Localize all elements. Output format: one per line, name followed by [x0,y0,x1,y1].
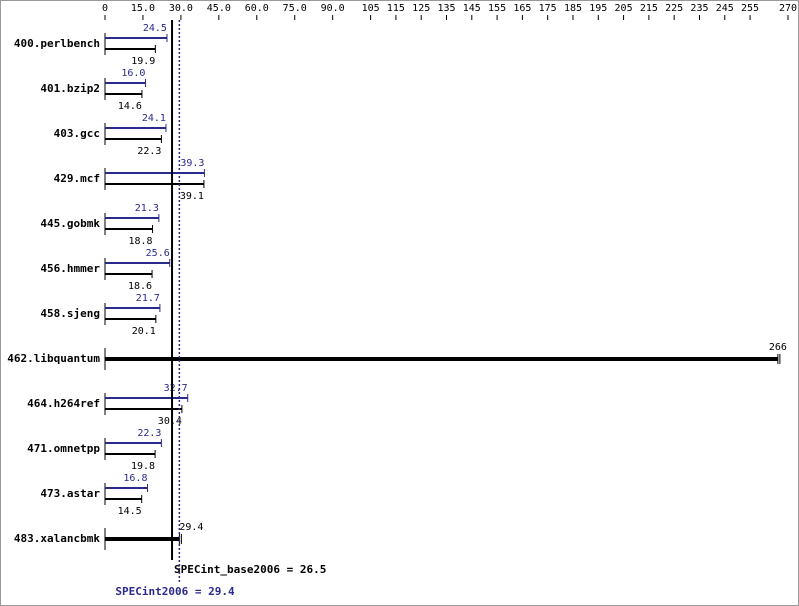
category-label: 458.sjeng [40,307,100,320]
x-tick-label: 145 [463,3,481,14]
category-label: 473.astar [40,487,100,500]
value-label: 20.1 [132,326,156,337]
x-tick-label: 135 [437,3,455,14]
bar [105,172,205,174]
category-label: 445.gobmk [40,217,100,230]
x-tick-label: 115 [387,3,405,14]
value-label: 19.9 [131,56,155,67]
bar [105,318,156,320]
category-label: 403.gcc [54,127,100,140]
x-tick-label: 30.0 [169,3,193,14]
category-label: 462.libquantum [7,352,100,365]
x-tick-label: 15.0 [131,3,155,14]
x-tick-label: 125 [412,3,430,14]
category-label: 456.hmmer [40,262,100,275]
value-label: 18.8 [128,236,152,247]
value-label: 22.3 [137,146,161,157]
value-label: 16.0 [121,68,145,79]
bar [105,183,204,185]
mean-label: SPECint2006 = 29.4 [115,585,235,598]
category-label: 464.h264ref [27,397,100,410]
value-label: 21.7 [136,293,160,304]
bar [105,217,159,219]
value-label: 18.6 [128,281,152,292]
bar [105,453,156,455]
value-label: 25.6 [146,248,170,259]
bar [105,48,156,50]
value-label: 39.3 [180,158,204,169]
value-label: 39.1 [180,191,204,202]
bar [105,307,160,309]
category-label: 471.omnetpp [27,442,100,455]
x-tick-label: 105 [362,3,380,14]
value-label: 19.8 [131,461,155,472]
bar [105,357,778,361]
bar [105,442,162,444]
x-tick-label: 195 [589,3,607,14]
mean-label: SPECint_base2006 = 26.5 [174,563,326,576]
x-tick-label: 90.0 [321,3,345,14]
value-label: 14.5 [118,506,142,517]
x-tick-label: 185 [564,3,582,14]
bar [105,408,182,410]
bar [105,537,180,541]
value-label: 16.8 [123,473,147,484]
bar [105,228,153,230]
bar [105,498,142,500]
x-tick-label: 255 [741,3,759,14]
x-tick-label: 225 [665,3,683,14]
x-tick-label: 215 [640,3,658,14]
bar [105,93,142,95]
value-label: 266 [769,342,787,353]
x-tick-label: 270 [779,3,797,14]
category-label: 429.mcf [54,172,100,185]
x-tick-label: 155 [488,3,506,14]
category-label: 401.bzip2 [40,82,100,95]
x-tick-label: 245 [716,3,734,14]
x-tick-label: 235 [690,3,708,14]
value-label: 30.4 [158,416,182,427]
bar [105,262,170,264]
value-label: 29.4 [179,522,203,533]
value-label: 32.7 [164,383,188,394]
bar [105,37,167,39]
value-label: 21.3 [135,203,159,214]
bar [105,127,166,129]
value-label: 24.5 [143,23,167,34]
value-label: 14.6 [118,101,142,112]
x-tick-label: 205 [615,3,633,14]
bar [105,397,188,399]
x-tick-label: 0 [102,3,108,14]
x-tick-label: 60.0 [245,3,269,14]
bar [105,487,148,489]
x-tick-label: 75.0 [283,3,307,14]
x-tick-label: 165 [513,3,531,14]
value-label: 22.3 [137,428,161,439]
bar [105,82,146,84]
category-label: 400.perlbench [14,37,100,50]
x-tick-label: 45.0 [207,3,231,14]
category-label: 483.xalancbmk [14,532,100,545]
value-label: 24.1 [142,113,166,124]
x-tick-label: 175 [539,3,557,14]
bar [105,138,162,140]
bar [105,273,153,275]
